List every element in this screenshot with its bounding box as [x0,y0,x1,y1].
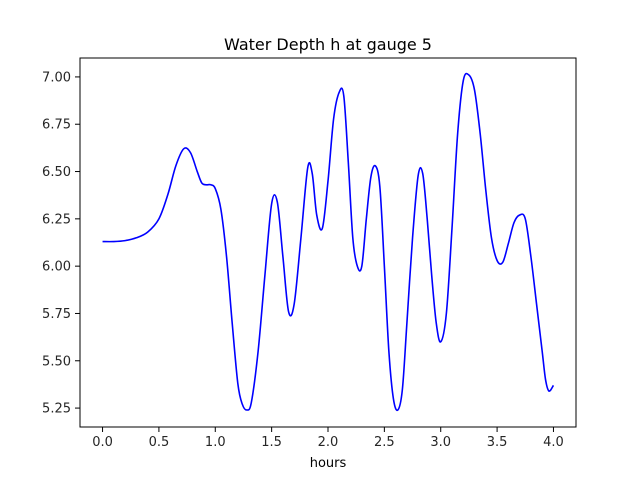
y-tick-label: 6.50 [42,165,71,180]
plot-area [80,58,576,427]
x-axis-label: hours [310,456,347,471]
y-tick-label: 6.25 [42,212,71,227]
series-line-0 [102,72,555,412]
x-tick-label: 3.5 [487,435,508,450]
y-tick-label: 5.50 [42,354,71,369]
y-tick-label: 6.00 [42,260,71,275]
y-tick-label: 5.75 [42,307,71,322]
x-tick-label: 3.0 [430,435,451,450]
x-tick-label: 2.5 [374,435,395,450]
y-tick-label: 5.25 [42,402,71,417]
y-tick-label: 6.75 [42,118,71,133]
x-tick-label: 0.5 [149,435,170,450]
x-tick-label: 1.5 [261,435,282,450]
y-tick-label: 7.00 [42,70,71,85]
x-tick-label: 2.0 [318,435,339,450]
x-tick-label: 4.0 [543,435,564,450]
x-tick-label: 1.0 [205,435,226,450]
chart-title: Water Depth h at gauge 5 [224,35,432,54]
x-tick-label: 0.0 [92,435,113,450]
